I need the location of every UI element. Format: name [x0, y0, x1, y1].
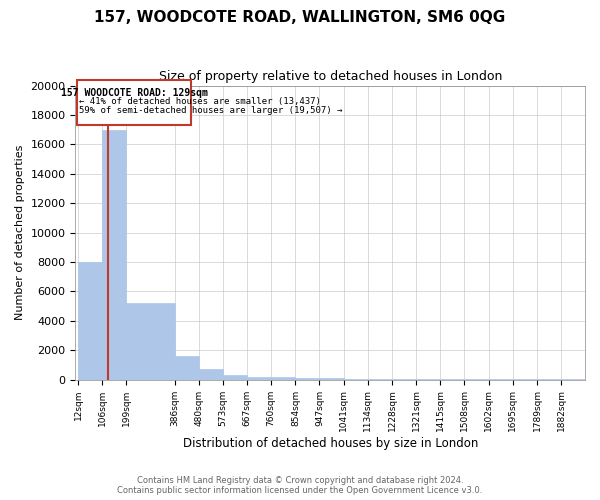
Bar	[319, 378, 344, 380]
Bar	[295, 378, 319, 380]
Bar	[78, 262, 102, 380]
Text: ← 41% of detached houses are smaller (13,437): ← 41% of detached houses are smaller (13…	[79, 98, 321, 106]
Y-axis label: Number of detached properties: Number of detached properties	[15, 145, 25, 320]
Bar	[126, 303, 175, 380]
X-axis label: Distribution of detached houses by size in London: Distribution of detached houses by size …	[182, 437, 478, 450]
Text: Contains HM Land Registry data © Crown copyright and database right 2024.
Contai: Contains HM Land Registry data © Crown c…	[118, 476, 482, 495]
Bar	[199, 370, 223, 380]
Text: 157 WOODCOTE ROAD: 129sqm: 157 WOODCOTE ROAD: 129sqm	[61, 88, 208, 99]
Bar	[102, 130, 126, 380]
FancyBboxPatch shape	[77, 80, 191, 126]
Text: 157, WOODCOTE ROAD, WALLINGTON, SM6 0QG: 157, WOODCOTE ROAD, WALLINGTON, SM6 0QG	[94, 10, 506, 25]
Bar	[223, 375, 247, 380]
Title: Size of property relative to detached houses in London: Size of property relative to detached ho…	[158, 70, 502, 83]
Bar	[271, 378, 295, 380]
Text: 59% of semi-detached houses are larger (19,507) →: 59% of semi-detached houses are larger (…	[79, 106, 343, 115]
Bar	[392, 379, 416, 380]
Bar	[175, 356, 199, 380]
Bar	[368, 379, 392, 380]
Bar	[344, 378, 368, 380]
Bar	[247, 376, 271, 380]
